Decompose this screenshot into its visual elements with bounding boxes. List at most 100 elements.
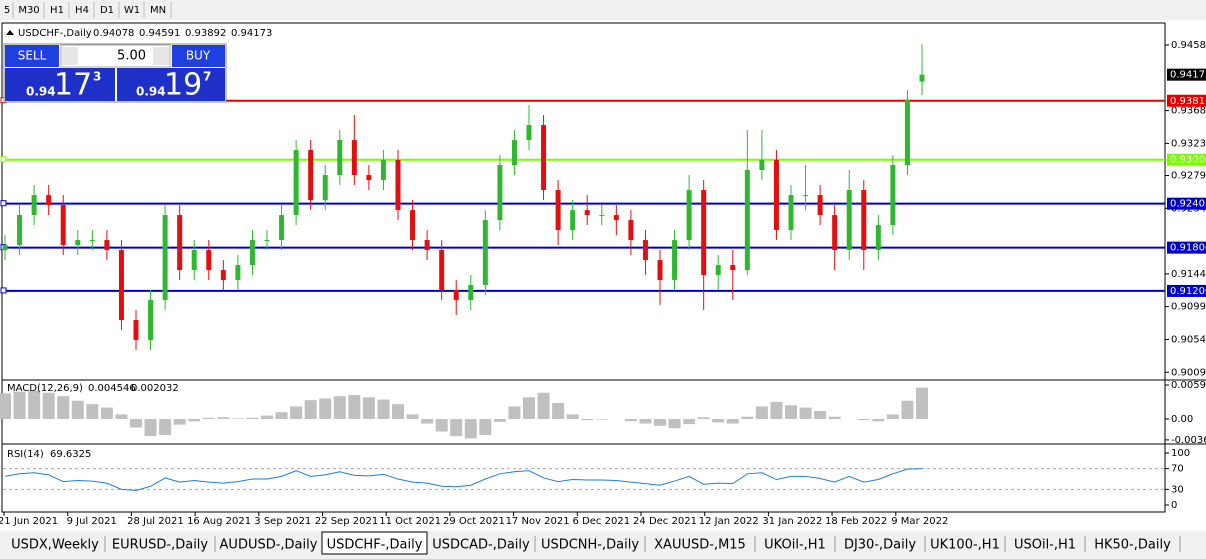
date-label: 9 Jul 2021 [67, 516, 117, 527]
lots-input[interactable] [60, 44, 171, 68]
bid-box[interactable] [5, 68, 115, 101]
sell-label[interactable]: SELL [18, 49, 47, 63]
macd-bar [377, 399, 390, 419]
macd-bar [188, 418, 201, 422]
level-handle [0, 287, 7, 294]
lots-up[interactable] [153, 47, 169, 65]
candle-body [249, 240, 255, 266]
candle-body [264, 240, 270, 242]
candle-body [293, 150, 299, 216]
tab[interactable]: EURUSD-,Daily [112, 538, 209, 553]
buy-button[interactable] [172, 45, 225, 67]
date-label: 11 Oct 2021 [379, 516, 441, 527]
candle-body [235, 265, 241, 281]
macd-bar [624, 418, 637, 422]
date-label: 9 Mar 2022 [891, 516, 948, 527]
price-label-box [1167, 68, 1206, 81]
tab[interactable]: USDCHF-,Daily [327, 538, 423, 553]
candle-body [322, 175, 328, 201]
candle-body [366, 175, 372, 181]
ask-box[interactable] [117, 68, 225, 101]
date-label: 22 Sep 2021 [315, 516, 378, 527]
timeframe-button[interactable]: H4 [75, 5, 89, 16]
tab[interactable]: USDCAD-,Daily [432, 538, 530, 553]
macd-bar [552, 403, 565, 419]
y-tick-label: 0.00 [1171, 414, 1193, 425]
macd-bar [362, 397, 375, 419]
ask-big: 0.94 [136, 85, 166, 99]
y-tick-label: 30 [1171, 484, 1184, 495]
candle-body [148, 300, 154, 340]
level-label: 0.93006 [1170, 155, 1206, 166]
candle-body [730, 265, 736, 271]
timeframe-button[interactable]: W1 [124, 5, 140, 16]
level-label: 0.93815 [1170, 96, 1206, 107]
tab[interactable]: USDCNH-,Daily [541, 538, 639, 553]
macd-bar [697, 417, 710, 419]
candle-body [468, 285, 474, 301]
timeframe-button[interactable]: D1 [100, 5, 114, 16]
candle-body [832, 215, 838, 251]
timeframe-button[interactable]: 5 [4, 5, 10, 16]
tab[interactable]: UK100-,H1 [930, 538, 1000, 553]
rsi-name: RSI(14) [7, 449, 44, 460]
timeframe-button[interactable]: MN [150, 5, 166, 16]
date-label: 12 Jan 2022 [699, 516, 759, 527]
macd-bar [799, 407, 812, 419]
date-label: 21 Jun 2021 [0, 516, 58, 527]
tab[interactable]: HK50-,Daily [1094, 538, 1171, 553]
candle-body [410, 210, 416, 241]
candle-body [337, 140, 343, 176]
collapse-icon[interactable] [6, 30, 14, 35]
macd-bar [566, 414, 579, 419]
macd-bar [435, 418, 448, 432]
candle-body [308, 150, 314, 201]
tab[interactable]: XAUUSD-,M15 [654, 538, 746, 553]
timeframe-button[interactable]: H1 [50, 5, 64, 16]
macd-bar [202, 417, 215, 419]
buy-label[interactable]: BUY [186, 49, 211, 63]
macd-bar [741, 416, 754, 419]
candle-body [555, 190, 561, 231]
macd-bar [173, 418, 186, 425]
tab[interactable]: USDX,Weekly [11, 538, 99, 553]
macd-bar [100, 407, 113, 419]
macd-bar [319, 398, 332, 419]
macd-main: 0.004546 [88, 383, 136, 394]
macd-bar [726, 418, 739, 424]
date-label: 18 Feb 2022 [825, 516, 887, 527]
candle-body [75, 240, 81, 246]
candle-body [177, 215, 183, 271]
rsi-line [4, 468, 923, 491]
lots-value[interactable]: 5.00 [117, 49, 146, 64]
candle-body [861, 190, 867, 251]
tab[interactable]: USOil-,H1 [1014, 538, 1076, 553]
candle-body [31, 195, 37, 216]
sell-button[interactable] [5, 45, 59, 67]
macd-bar [304, 400, 317, 419]
candle-body [701, 190, 707, 276]
level-handle [0, 200, 7, 207]
tab[interactable]: DJ30-,Daily [844, 538, 916, 553]
candle-body [672, 240, 678, 281]
toolbar [0, 0, 1206, 20]
candle-body [395, 160, 401, 211]
tab[interactable]: AUDUSD-,Daily [220, 538, 318, 553]
macd-signal: 0.002032 [131, 383, 179, 394]
candle-body [162, 215, 168, 301]
timeframe-button[interactable]: M30 [18, 5, 39, 16]
candle-body [657, 260, 663, 281]
lots-down[interactable] [62, 47, 78, 65]
macd-bar [333, 396, 346, 419]
tab[interactable]: UKOil-,H1 [764, 538, 826, 553]
active-tab[interactable] [321, 531, 428, 555]
date-label: 17 Nov 2021 [506, 516, 570, 527]
candle-body [2, 245, 8, 251]
high: 0.94591 [139, 28, 180, 39]
date-label: 3 Sep 2021 [254, 516, 311, 527]
candle-body [206, 250, 212, 271]
